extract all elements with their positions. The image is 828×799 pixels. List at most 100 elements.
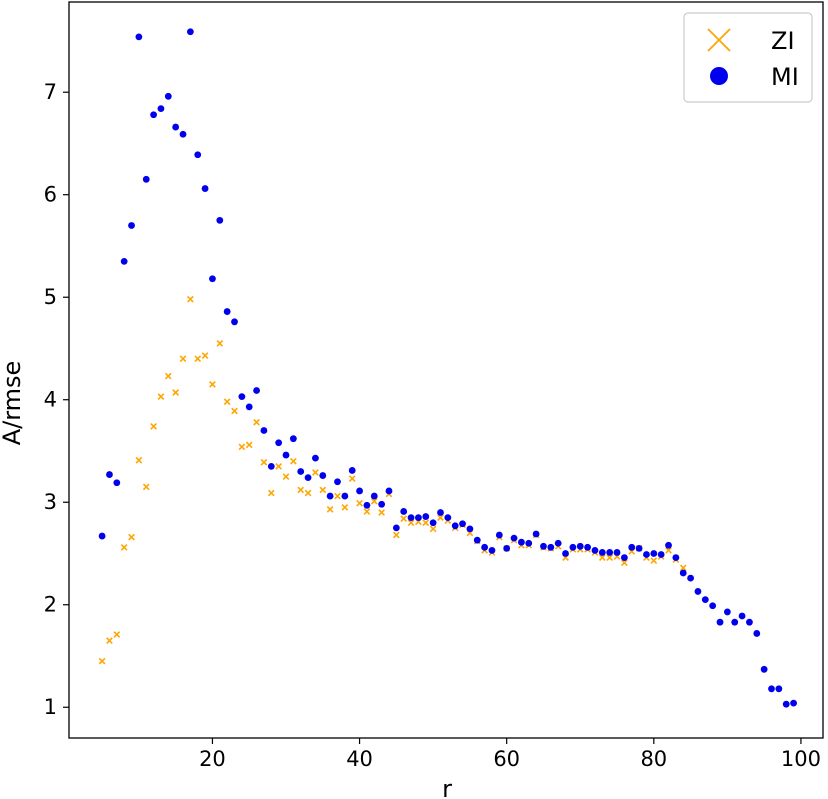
x-axis-label: r	[442, 775, 452, 799]
data-point-mi	[407, 514, 415, 522]
data-point-zi	[260, 458, 268, 466]
legend-label-mi: MI	[771, 63, 799, 91]
data-point-zi	[106, 637, 113, 644]
data-point-mi	[584, 543, 592, 551]
data-point-zi	[282, 473, 290, 480]
data-point-zi	[238, 443, 246, 451]
data-point-zi	[334, 492, 341, 500]
y-tick-label: 3	[44, 490, 57, 514]
data-point-zi	[120, 543, 128, 551]
y-tick-label: 7	[44, 80, 57, 104]
data-point-mi	[613, 549, 621, 556]
data-point-zi	[113, 631, 121, 638]
y-tick-label: 6	[44, 183, 57, 207]
data-point-mi	[267, 462, 275, 470]
data-point-mi	[768, 685, 775, 693]
data-point-mi	[532, 530, 540, 538]
data-point-mi	[304, 474, 312, 482]
data-point-mi	[547, 543, 555, 551]
data-point-mi	[643, 551, 650, 558]
y-axis-label: A/rmse	[0, 361, 26, 446]
data-point-zi	[142, 483, 150, 491]
data-point-mi	[782, 700, 790, 708]
data-point-mi	[694, 588, 702, 595]
data-point-mi	[186, 28, 194, 36]
data-point-zi	[679, 564, 687, 572]
data-point-mi	[540, 542, 547, 550]
data-point-zi	[429, 525, 437, 533]
data-point-mi	[738, 612, 746, 620]
data-point-mi	[400, 508, 408, 515]
data-point-zi	[407, 519, 415, 527]
x-tick-label: 80	[640, 747, 667, 771]
data-point-mi	[481, 543, 489, 551]
series-zi	[98, 295, 687, 665]
data-point-mi	[113, 479, 121, 487]
data-point-mi	[576, 542, 584, 550]
data-point-zi	[289, 457, 297, 465]
data-point-mi	[473, 536, 481, 544]
axis-ticks: 20 40 60 80 100 1 2 3 4 5 6 7	[44, 80, 821, 771]
data-point-zi	[172, 389, 180, 396]
data-point-mi	[679, 569, 687, 577]
data-point-mi	[746, 618, 753, 626]
data-point-zi	[665, 547, 672, 554]
data-point-mi	[422, 513, 430, 520]
data-point-mi	[503, 544, 511, 552]
data-point-zi	[348, 475, 356, 483]
data-point-mi	[253, 387, 260, 394]
data-point-mi	[429, 519, 437, 527]
data-point-mi	[569, 543, 577, 551]
data-point-mi	[312, 454, 319, 462]
data-point-mi	[459, 520, 466, 528]
data-point-mi	[348, 467, 356, 474]
data-point-mi	[341, 492, 349, 500]
data-point-mi	[378, 500, 386, 508]
data-point-mi	[194, 151, 202, 159]
data-point-zi	[422, 519, 430, 527]
data-point-mi	[297, 468, 305, 475]
data-point-mi	[657, 551, 665, 558]
data-point-mi	[392, 524, 400, 532]
data-point-mi	[150, 111, 157, 119]
data-point-mi	[628, 543, 636, 551]
data-point-mi	[554, 539, 562, 547]
data-point-zi	[650, 557, 658, 565]
data-point-mi	[223, 308, 231, 315]
data-point-mi	[238, 393, 246, 401]
data-point-mi	[598, 549, 606, 556]
y-tick-label: 5	[44, 285, 57, 309]
data-point-zi	[253, 418, 260, 426]
data-point-mi	[245, 403, 253, 411]
data-point-zi	[400, 515, 408, 523]
data-point-zi	[304, 489, 312, 497]
data-point-zi	[275, 462, 283, 470]
data-point-mi	[620, 554, 628, 561]
series-mi	[98, 28, 797, 708]
data-point-mi	[775, 685, 783, 693]
data-point-mi	[370, 492, 378, 500]
data-point-mi	[142, 175, 150, 183]
data-point-zi	[267, 489, 275, 497]
data-point-zi	[598, 554, 606, 561]
data-point-zi	[194, 355, 202, 363]
data-point-mi	[444, 514, 452, 522]
data-point-mi	[716, 618, 724, 626]
data-point-mi	[650, 550, 658, 557]
data-point-mi	[201, 185, 209, 192]
data-point-mi	[635, 544, 643, 552]
data-point-mi	[231, 318, 238, 326]
data-point-zi	[223, 398, 231, 406]
data-point-mi	[120, 257, 128, 265]
data-point-mi	[606, 549, 614, 556]
y-tick-label: 1	[44, 695, 57, 719]
legend-marker-mi	[710, 67, 728, 85]
data-point-mi	[731, 618, 739, 626]
data-point-mi	[790, 699, 797, 707]
data-point-mi	[385, 487, 393, 495]
data-point-zi	[326, 506, 334, 513]
legend-marker-zi	[707, 28, 731, 52]
data-point-mi	[495, 531, 503, 539]
data-point-mi	[128, 222, 135, 229]
data-point-zi	[312, 469, 319, 476]
